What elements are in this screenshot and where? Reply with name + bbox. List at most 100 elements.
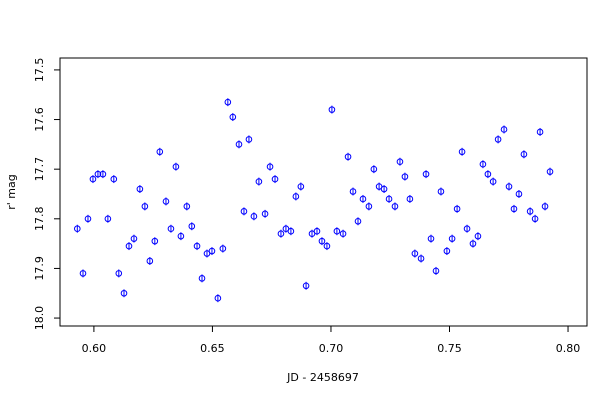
point xyxy=(79,270,87,277)
point xyxy=(141,203,149,210)
point xyxy=(89,175,97,183)
point xyxy=(162,198,170,205)
point xyxy=(255,178,263,185)
point xyxy=(229,113,237,121)
point xyxy=(188,222,196,230)
point xyxy=(474,232,482,240)
point xyxy=(339,230,347,237)
point xyxy=(84,215,92,223)
point xyxy=(396,158,404,166)
x-tick-label: 0.65 xyxy=(200,342,225,355)
point xyxy=(375,183,383,190)
point xyxy=(500,126,508,133)
point xyxy=(104,215,112,223)
point xyxy=(469,240,477,247)
point xyxy=(370,165,378,173)
point xyxy=(302,282,310,290)
x-tick-label: 0.70 xyxy=(319,342,344,355)
point xyxy=(323,242,331,250)
point xyxy=(484,170,492,178)
point xyxy=(151,237,159,245)
point xyxy=(458,148,466,156)
point xyxy=(250,213,258,220)
point xyxy=(505,183,513,190)
point xyxy=(261,210,269,218)
point xyxy=(541,203,549,210)
point xyxy=(318,237,326,245)
point xyxy=(198,275,206,282)
point xyxy=(354,217,362,225)
point xyxy=(203,250,211,257)
point xyxy=(531,215,539,223)
point xyxy=(282,225,290,233)
point xyxy=(401,173,409,180)
point xyxy=(94,170,102,178)
point xyxy=(463,225,471,233)
point xyxy=(443,247,451,255)
y-axis-title: r' mag xyxy=(5,174,18,209)
point xyxy=(333,227,341,235)
point xyxy=(489,178,497,185)
point xyxy=(130,235,138,242)
point xyxy=(245,136,253,143)
point xyxy=(422,170,430,178)
x-axis-title: JD - 2458697 xyxy=(286,371,359,384)
point xyxy=(453,205,461,213)
x-tick-label: 0.80 xyxy=(556,342,581,355)
point xyxy=(287,227,295,235)
point xyxy=(349,188,357,195)
point xyxy=(74,225,81,233)
point xyxy=(313,227,321,235)
point xyxy=(125,242,133,250)
point xyxy=(240,208,248,215)
point xyxy=(177,232,185,240)
point xyxy=(526,208,534,215)
point xyxy=(277,230,285,237)
point xyxy=(99,170,107,178)
point xyxy=(411,250,419,257)
point xyxy=(235,141,243,148)
point xyxy=(328,106,336,113)
x-tick-label: 0.75 xyxy=(437,342,462,355)
point xyxy=(292,193,300,200)
point xyxy=(417,255,425,262)
point xyxy=(365,203,373,210)
point xyxy=(437,188,445,195)
point xyxy=(193,242,201,250)
point xyxy=(208,247,216,255)
point xyxy=(546,168,554,175)
point xyxy=(214,294,222,302)
point xyxy=(359,195,367,203)
point xyxy=(297,183,305,190)
point xyxy=(515,190,523,198)
point xyxy=(308,230,316,237)
point xyxy=(146,257,154,265)
point xyxy=(479,160,487,168)
y-tick-label: 17.5 xyxy=(33,58,46,83)
point xyxy=(172,163,180,170)
point xyxy=(344,153,352,161)
point xyxy=(110,175,118,183)
y-tick-label: 17.6 xyxy=(33,107,46,132)
point xyxy=(432,267,440,275)
point xyxy=(494,136,502,143)
point xyxy=(406,195,414,203)
point xyxy=(224,98,232,106)
point xyxy=(510,205,518,213)
point xyxy=(385,195,393,203)
point xyxy=(115,270,123,277)
point xyxy=(167,225,175,233)
point xyxy=(391,203,399,210)
y-tick-label: 18.0 xyxy=(33,306,46,331)
point xyxy=(380,185,388,193)
x-tick-label: 0.60 xyxy=(82,342,107,355)
point xyxy=(448,235,456,242)
point xyxy=(271,175,279,183)
plot-frame xyxy=(59,57,588,327)
y-tick-label: 17.7 xyxy=(33,157,46,182)
point xyxy=(219,245,227,252)
point xyxy=(520,150,528,158)
y-tick-label: 17.9 xyxy=(33,256,46,281)
point xyxy=(120,289,128,297)
